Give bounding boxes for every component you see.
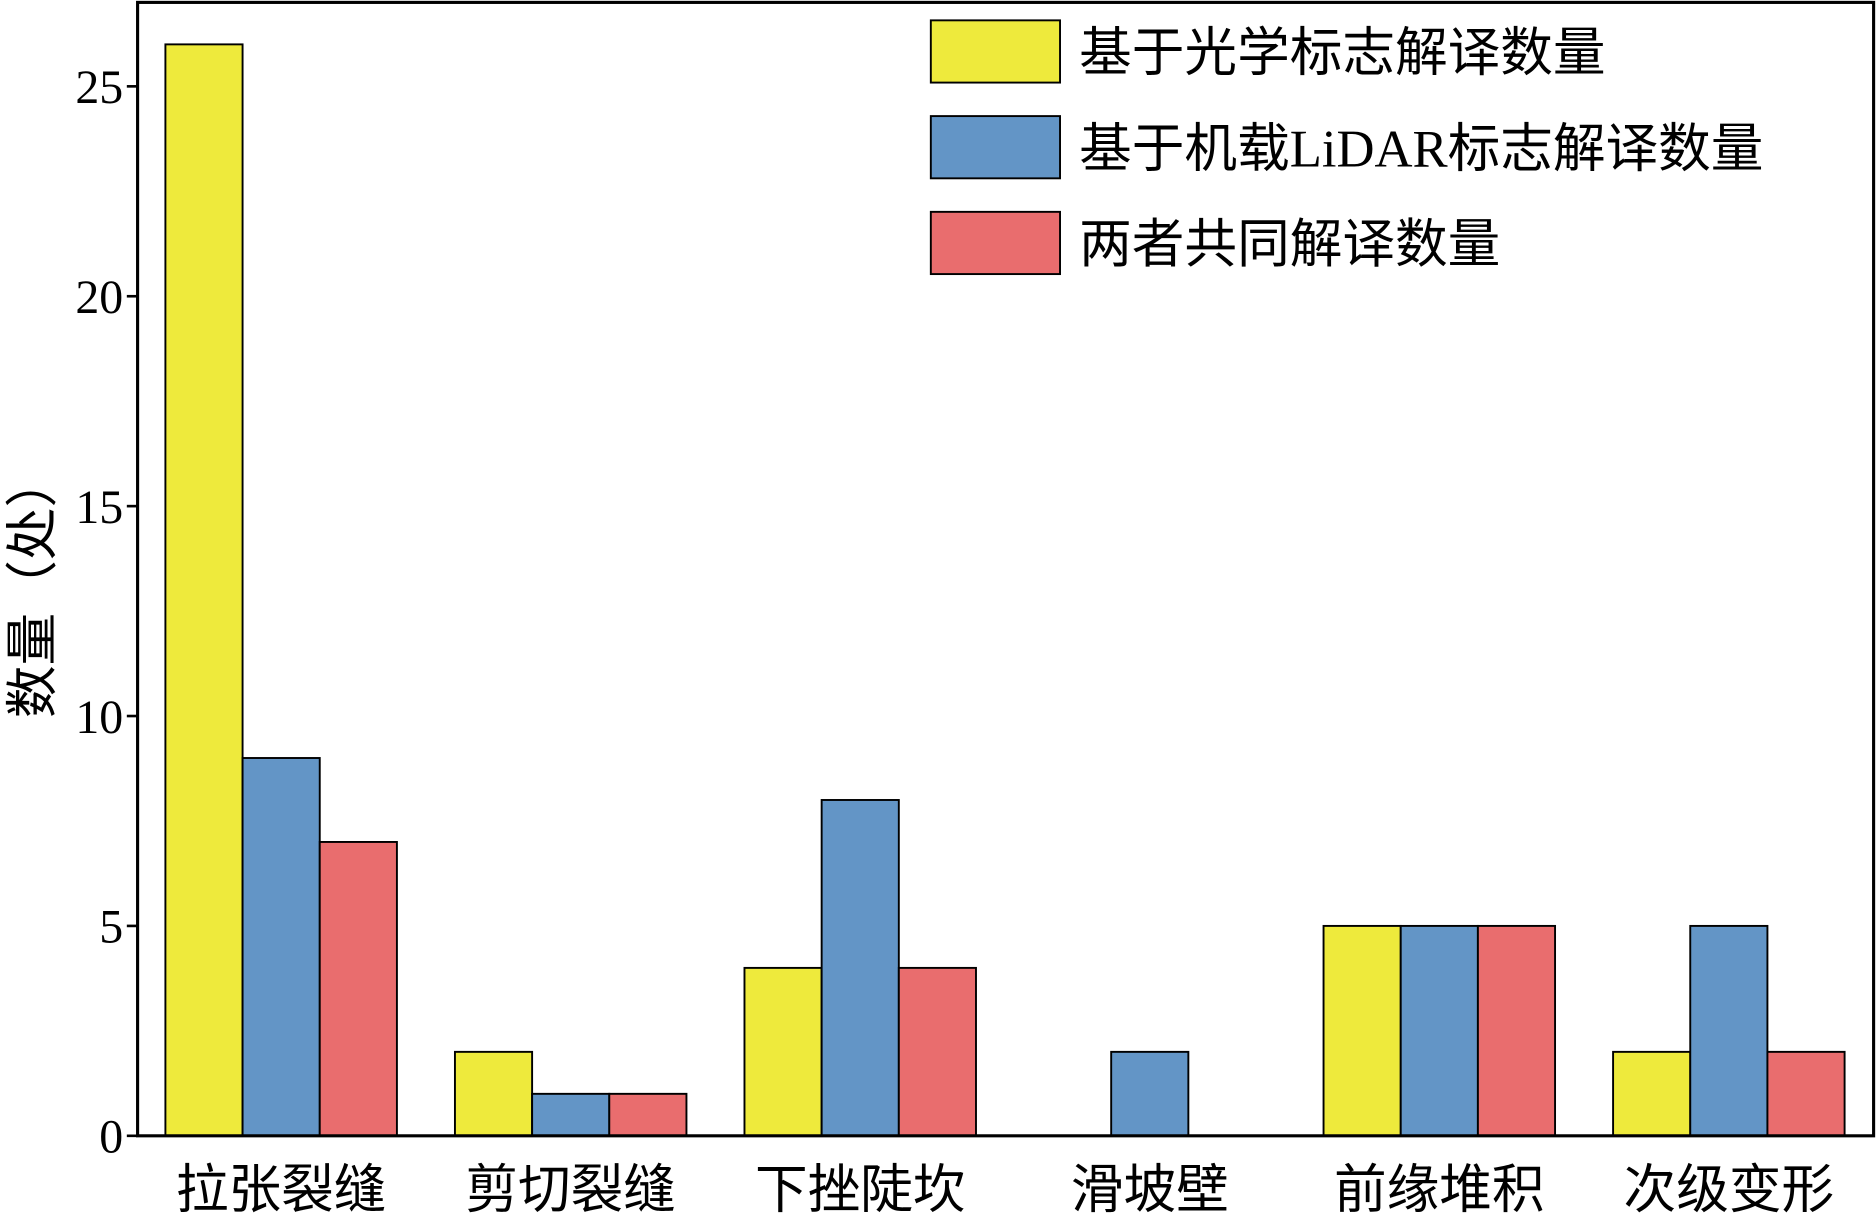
y-tick-label-1: 5	[99, 901, 123, 954]
legend-label-2: 基于机载LiDAR标志解译数量	[1079, 120, 1763, 178]
legend-swatch-3	[929, 210, 1061, 276]
legend-label-1: 基于光学标志解译数量	[1079, 25, 1605, 83]
x-category-label-2: 剪切裂缝	[465, 1162, 676, 1216]
x-category-label-5: 前缘堆积	[1334, 1162, 1545, 1216]
bar-2-4	[1110, 1050, 1190, 1137]
legend-label-3: 两者共同解译数量	[1079, 216, 1500, 274]
bar-1-6	[1612, 1050, 1692, 1137]
legend-entry-1: 基于光学标志解译数量	[929, 19, 1606, 84]
plot-frame	[136, 0, 1876, 1138]
y-tick-label-2: 10	[75, 691, 123, 744]
legend-swatch-2	[929, 115, 1061, 180]
y-tick-label-4: 20	[75, 271, 123, 324]
y-axis-title: 数量（处）	[4, 455, 62, 718]
bar-2-6	[1689, 924, 1769, 1137]
bar-2-5	[1399, 924, 1479, 1137]
bar-3-5	[1476, 924, 1557, 1137]
legend-entry-3: 两者共同解译数量	[929, 210, 1500, 276]
bar-3-6	[1766, 1050, 1846, 1137]
legend-entry-2: 基于机载LiDAR标志解译数量	[929, 115, 1763, 180]
bar-3-1	[318, 841, 398, 1137]
y-tick-label-3: 15	[75, 481, 123, 534]
bars-layer	[164, 43, 1846, 1137]
axes-layer: 0 5 10 15 20 25 拉张裂缝 剪切裂缝 下挫陡坎 滑坡壁 前缘堆积 次级变形	[75, 0, 1876, 1216]
x-category-label-1: 拉张裂缝	[176, 1162, 387, 1216]
bar-2-1	[241, 757, 321, 1137]
x-category-label-4: 滑坡壁	[1071, 1162, 1229, 1216]
bar-1-5	[1322, 924, 1402, 1137]
x-category-label-3: 下挫陡坎	[755, 1162, 966, 1216]
bar-3-3	[897, 966, 977, 1137]
y-tick-label-5: 25	[75, 61, 123, 114]
y-tick-label-0: 0	[99, 1111, 123, 1164]
legend-swatch-1	[929, 19, 1061, 84]
bar-3-2	[608, 1092, 688, 1137]
bar-1-2	[453, 1050, 534, 1137]
bar-1-3	[743, 966, 823, 1137]
bar-2-3	[820, 799, 900, 1137]
bar-1-1	[164, 43, 244, 1137]
bar-2-2	[531, 1092, 611, 1137]
x-category-label-6: 次级变形	[1624, 1162, 1835, 1216]
